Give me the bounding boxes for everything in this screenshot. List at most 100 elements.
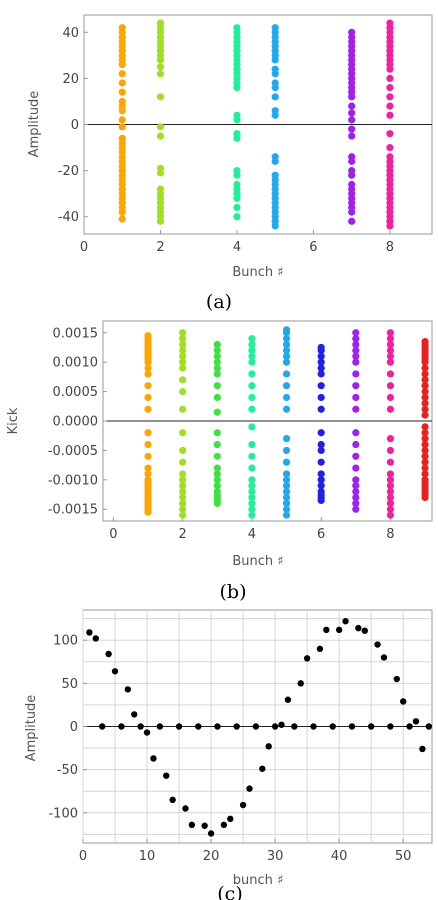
data-point [386,446,395,455]
y-axis-label: Kick [6,407,21,434]
data-point [348,28,356,36]
x-tick-label: 8 [386,240,394,255]
data-point [179,364,187,372]
data-point [124,686,132,693]
y-tick-label: -0.0005 [48,444,98,459]
data-point [248,382,256,390]
y-tick-label: 0 [71,118,79,133]
data-point [386,329,395,337]
data-point [335,626,343,634]
data-point [352,429,360,437]
data-point [156,723,164,730]
y-tick-label: 0.0010 [53,356,99,371]
data-point [282,511,291,519]
data-point [156,123,165,131]
data-point [213,352,221,360]
data-point [352,393,360,402]
data-point [99,723,106,730]
data-point [118,79,126,87]
data-point [143,729,151,736]
data-point [387,723,394,730]
data-point [386,405,395,413]
data-point [220,821,228,829]
data-point [156,70,165,78]
data-point [380,654,388,661]
data-point [179,493,187,502]
data-point [352,382,360,390]
data-point [393,675,400,683]
data-point [352,499,360,507]
data-point [248,352,256,360]
data-point [282,458,291,466]
x-axis-label: Bunch ♯ [232,265,283,280]
data-point [386,470,395,478]
chart-panel-b: 0 2 4 6 8 -0.0015 -0.0010 -0.0005 0.0000 0.0005 0.… [6,320,433,603]
data-point [239,801,247,809]
data-point [421,387,429,396]
data-point [282,446,291,455]
data-point [317,358,325,366]
x-tick-label: 50 [395,849,412,864]
data-point [156,164,165,172]
data-point [386,346,395,355]
data-point [386,340,395,349]
data-point [352,493,360,502]
data-point [310,723,317,730]
y-tick-label: 20 [62,72,79,87]
data-point [317,446,325,455]
caption: (b) [220,581,247,603]
data-point [386,493,395,502]
data-point [213,429,221,437]
data-point [386,102,394,110]
data-point [386,19,394,27]
data-point [137,723,144,730]
data-point [265,743,272,750]
data-point [421,364,429,372]
data-point [386,482,395,490]
data-point [352,464,360,472]
data-point [156,132,165,140]
data-point [175,723,183,730]
data-point [317,476,325,484]
data-point [421,405,429,413]
data-point [348,217,356,225]
data-point [317,429,325,437]
data-point [421,337,429,346]
data-point [201,822,208,829]
y-tick-label: -0.0015 [48,503,98,518]
data-point [248,423,256,431]
data-point [233,213,241,221]
data-point [233,111,241,119]
data-point [278,721,285,728]
data-point [233,167,241,175]
data-point [386,393,395,402]
data-point [118,97,126,106]
y-tick-label: 100 [53,634,78,649]
x-tick-label: 10 [139,849,156,864]
data-point [213,487,221,496]
data-point [282,505,291,513]
data-point [213,408,221,416]
x-tick-label: 0 [109,527,117,542]
data-point [248,464,256,472]
y-tick-label: -20 [58,164,79,179]
data-point [144,476,152,484]
data-point [412,718,420,725]
data-point [213,382,221,390]
data-point [179,358,187,366]
data-point [348,153,356,161]
data-point [282,487,291,496]
data-point [233,130,241,138]
y-tick-label: -50 [57,763,78,778]
data-point [421,370,429,378]
data-point [386,143,394,152]
data-point [271,153,279,161]
data-point [179,352,187,360]
data-point [317,352,325,360]
data-point [118,215,126,223]
data-point [316,645,324,653]
data-point [179,511,187,519]
data-point [213,470,221,478]
y-tick-label: -40 [58,210,79,225]
data-point [421,452,429,460]
